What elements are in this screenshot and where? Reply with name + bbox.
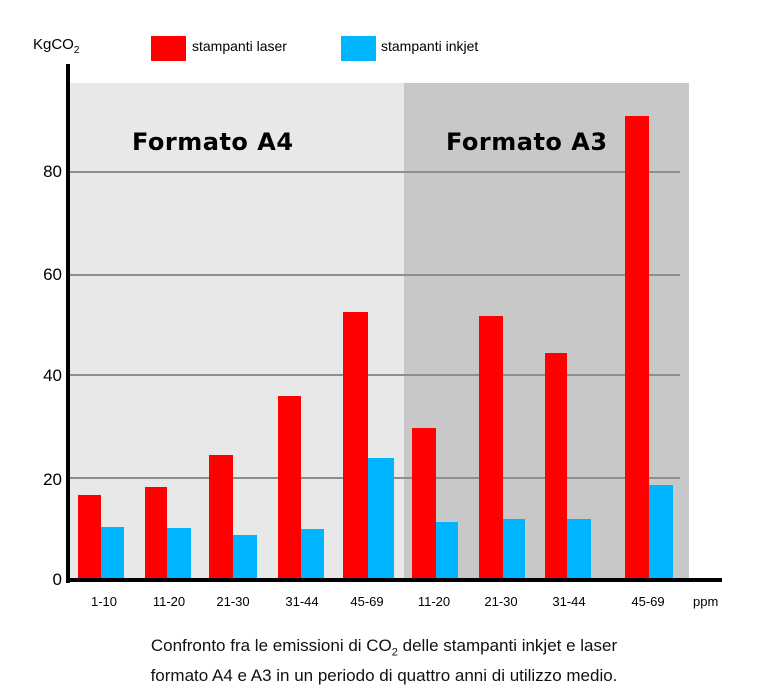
chart-caption: Confronto fra le emissioni di CO2 delle … — [0, 634, 768, 687]
legend-swatch-laser — [151, 36, 186, 61]
bar-laser-a4-31-44 — [278, 396, 301, 580]
bar-laser-a3-11-20 — [412, 428, 436, 580]
gridline-80 — [70, 171, 680, 173]
panel-a3-title: Formato A3 — [446, 128, 608, 156]
bar-inkjet-a3-11-20 — [436, 521, 458, 580]
bar-laser-a4-1-10 — [78, 494, 101, 580]
y-tick-20: 20 — [43, 470, 62, 489]
x-tick-a3-21-30: 21-30 — [484, 594, 518, 609]
x-tick-a4-21-30: 21-30 — [216, 594, 250, 609]
x-tick-a4-1-10: 1-10 — [90, 594, 118, 609]
x-tick-a3-11-20: 11-20 — [417, 594, 451, 609]
bar-inkjet-a3-45-69 — [649, 485, 673, 580]
caption-line-2: formato A4 e A3 in un periodo di quattro… — [150, 666, 618, 686]
bar-inkjet-a4-31-44 — [301, 529, 324, 580]
bar-laser-a3-45-69 — [625, 115, 649, 580]
legend-label-laser: stampanti laser — [192, 38, 287, 54]
bar-laser-a4-45-69 — [343, 312, 368, 580]
y-axis-label: KgCO2 — [33, 36, 79, 56]
bar-inkjet-a4-21-30 — [233, 535, 257, 580]
caption-subscript: 2 — [391, 646, 398, 659]
bar-laser-a3-21-30 — [479, 315, 503, 580]
y-axis-line — [66, 64, 70, 583]
bar-laser-a4-21-30 — [209, 455, 233, 580]
bar-inkjet-a4-45-69 — [368, 457, 394, 580]
bar-laser-a3-31-44 — [545, 353, 567, 580]
y-tick-60: 60 — [43, 265, 62, 284]
x-tick-a4-11-20: 11-20 — [152, 594, 186, 609]
bar-inkjet-a4-1-10 — [101, 526, 124, 580]
x-tick-a3-31-44: 31-44 — [552, 594, 586, 609]
x-tick-a4-45-69: 45-69 — [350, 594, 384, 609]
caption-line-1: Confronto fra le emissioni di CO2 delle … — [0, 634, 768, 664]
panel-a4-title: Formato A4 — [132, 128, 294, 156]
y-tick-0: 0 — [52, 570, 62, 589]
gridline-40 — [70, 374, 680, 376]
x-tick-a4-31-44: 31-44 — [285, 594, 319, 609]
y-axis-label-subscript: 2 — [73, 45, 80, 56]
bar-inkjet-a4-11-20 — [167, 527, 191, 580]
y-tick-40: 40 — [43, 366, 62, 385]
y-axis-label-text: KgCO — [33, 36, 74, 53]
y-tick-80: 80 — [43, 162, 62, 181]
legend-swatch-inkjet — [341, 36, 376, 61]
gridline-60 — [70, 274, 680, 276]
bar-inkjet-a3-31-44 — [567, 518, 591, 580]
x-tick-a3-45-69: 45-69 — [631, 594, 665, 609]
legend-label-inkjet: stampanti inkjet — [381, 38, 479, 54]
caption-line-1-part-b: delle stampanti inkjet e laser — [397, 636, 618, 655]
bar-laser-a4-11-20 — [145, 487, 167, 580]
x-axis-line — [66, 578, 722, 582]
x-axis-unit-label: ppm — [693, 594, 719, 609]
bar-inkjet-a3-21-30 — [503, 518, 525, 580]
caption-line-1-part-a: Confronto fra le emissioni di CO — [150, 636, 392, 655]
